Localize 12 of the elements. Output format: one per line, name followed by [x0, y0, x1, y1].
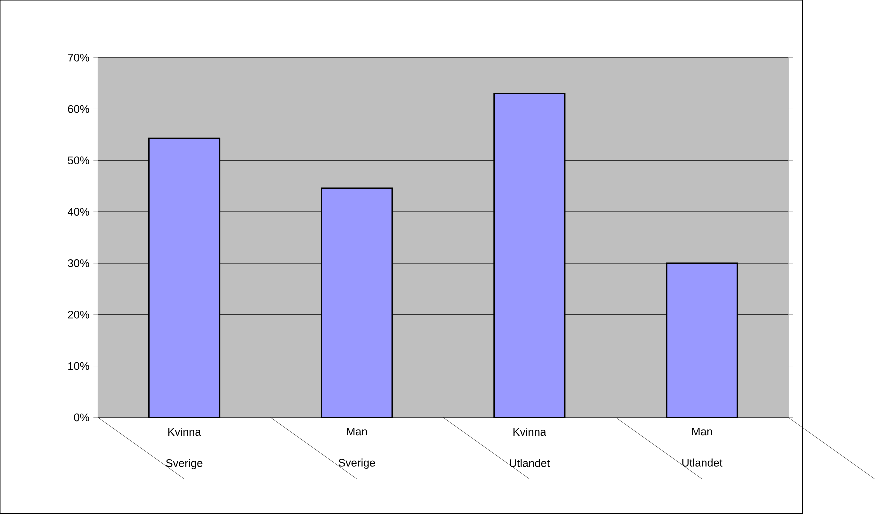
y-tick-label: 50% — [68, 156, 90, 165]
category-label: Man Utlandet — [682, 428, 723, 467]
category-label: Kvinna Sverige — [166, 428, 203, 470]
y-tick-label: 30% — [68, 260, 90, 268]
y-tick-label: 70% — [68, 54, 90, 62]
y-tick-label: 20% — [68, 310, 90, 319]
y-tick-label: 0% — [74, 414, 90, 422]
y-tick-label: 10% — [68, 362, 90, 370]
y-tick-label: 40% — [68, 208, 90, 216]
y-tick-label: 60% — [68, 105, 90, 114]
category-label: Kvinna Utlandet — [510, 428, 550, 468]
category-label: Man Sverige — [338, 428, 376, 469]
